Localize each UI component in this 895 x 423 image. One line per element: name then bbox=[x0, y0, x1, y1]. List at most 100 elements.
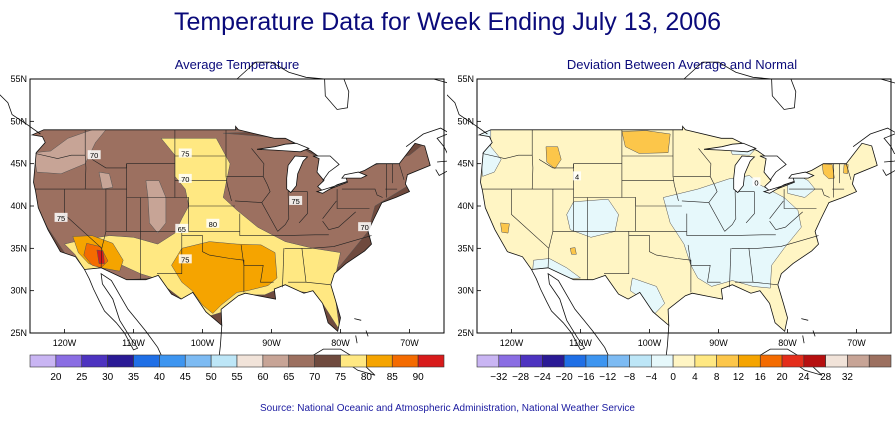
legend-swatch bbox=[133, 354, 160, 368]
island bbox=[355, 335, 358, 344]
legend-swatch bbox=[417, 354, 445, 368]
longitude-tick-label: 90W bbox=[262, 338, 281, 348]
legend-swatch bbox=[55, 354, 83, 368]
latitude-tick-label: 35N bbox=[457, 243, 474, 253]
state-border bbox=[181, 235, 245, 293]
longitude-tick-label: 70W bbox=[847, 338, 866, 348]
legend-tick-label: 45 bbox=[180, 372, 192, 383]
longitude-tick-label: 110W bbox=[569, 338, 592, 348]
state-border bbox=[301, 248, 307, 283]
legend-swatch bbox=[868, 354, 892, 368]
state-border bbox=[35, 153, 86, 159]
coastline bbox=[880, 78, 895, 84]
coastline bbox=[882, 160, 895, 177]
legend-tick-label: 20 bbox=[50, 372, 62, 383]
longitude-tick-label: 120W bbox=[53, 338, 77, 348]
legend-swatch bbox=[29, 354, 57, 368]
legend-swatch bbox=[759, 354, 783, 368]
state-border bbox=[687, 244, 692, 266]
state-border bbox=[91, 159, 175, 169]
state-border bbox=[398, 163, 405, 180]
legend-tick-label: 8 bbox=[714, 372, 720, 383]
legend-swatch bbox=[672, 354, 696, 368]
legend-tick-label: 90 bbox=[413, 372, 425, 383]
contour-label: 4 bbox=[575, 172, 579, 181]
left-map-subtitle: Average Temperature bbox=[174, 57, 300, 72]
legend-swatch bbox=[159, 354, 186, 368]
legend-swatch bbox=[476, 354, 500, 368]
state-border bbox=[788, 188, 830, 198]
contour-label-bg bbox=[178, 148, 192, 158]
great-lake bbox=[286, 155, 309, 194]
right-map-subtitle: Deviation Between Average and Normal bbox=[566, 57, 798, 72]
contour-label: 70 bbox=[181, 175, 189, 184]
contour-label-bg bbox=[87, 150, 101, 160]
contour-label-bg bbox=[752, 177, 761, 187]
latitude-tick-label: 30N bbox=[10, 286, 27, 296]
state-border bbox=[672, 129, 679, 201]
contour-label: 75 bbox=[57, 214, 65, 223]
region-4-8 bbox=[843, 164, 849, 175]
coastline bbox=[531, 269, 612, 363]
state-border bbox=[322, 200, 337, 219]
contour-label-bg bbox=[178, 173, 192, 183]
contour-label: 65 bbox=[178, 225, 186, 234]
state-border bbox=[341, 188, 383, 198]
latitude-tick-label: 45N bbox=[10, 159, 27, 169]
coastline bbox=[405, 127, 447, 154]
contour-label-bg bbox=[175, 223, 189, 233]
region-4-8 bbox=[569, 247, 577, 255]
dev-state-borders bbox=[482, 129, 852, 293]
longitude-tick-label: 120W bbox=[500, 338, 524, 348]
legend-swatch bbox=[651, 354, 674, 368]
state-border bbox=[251, 148, 278, 232]
legend-tick-label: 65 bbox=[283, 372, 295, 383]
dev-coastlines bbox=[447, 61, 895, 376]
legend-swatch bbox=[184, 354, 212, 368]
legend-swatch bbox=[81, 354, 108, 368]
island bbox=[354, 318, 362, 321]
coastline bbox=[0, 94, 41, 135]
legend-swatch bbox=[738, 354, 761, 368]
legend-swatch bbox=[847, 354, 870, 368]
deviation-map: 55N 50N 45N 40N 35N 30N 25N 120W 110W 100W 90W 80W 7… bbox=[447, 61, 895, 383]
state-border bbox=[748, 248, 754, 283]
coastline bbox=[84, 269, 165, 363]
state-border bbox=[845, 163, 852, 180]
state-border bbox=[100, 189, 107, 268]
state-border bbox=[531, 129, 534, 190]
state-border bbox=[628, 235, 692, 293]
state-border bbox=[239, 213, 275, 236]
island bbox=[802, 335, 805, 344]
region-4-8 bbox=[621, 130, 671, 154]
legend-tick-label: −32 bbox=[490, 372, 507, 383]
legend-tick-label: 70 bbox=[309, 372, 321, 383]
legend-swatch bbox=[107, 354, 134, 368]
state-border bbox=[275, 234, 329, 236]
state-border bbox=[769, 211, 803, 231]
state-border bbox=[298, 191, 308, 224]
legend-tick-label: 55 bbox=[231, 372, 243, 383]
legend-swatch bbox=[542, 354, 565, 368]
state-border bbox=[735, 281, 778, 285]
legend-tick-label: 35 bbox=[128, 372, 140, 383]
state-border bbox=[698, 148, 725, 232]
longitude-tick-label: 70W bbox=[400, 338, 419, 348]
legend-tick-label: 12 bbox=[733, 372, 745, 383]
contour-label: 75 bbox=[181, 150, 189, 159]
latitude-tick-label: 25N bbox=[10, 328, 27, 338]
state-border bbox=[282, 248, 285, 288]
great-lake bbox=[256, 142, 310, 153]
state-border bbox=[731, 235, 819, 249]
legend-tick-label: 85 bbox=[387, 372, 399, 383]
great-lake bbox=[341, 171, 368, 179]
coastline bbox=[435, 160, 447, 177]
contour-label: 70 bbox=[360, 223, 368, 232]
legend-swatch bbox=[288, 354, 315, 368]
legend-swatch bbox=[629, 354, 652, 368]
state-border bbox=[225, 129, 232, 201]
legend-swatch bbox=[210, 354, 238, 368]
state-border bbox=[288, 281, 331, 285]
latitude-tick-label: 50N bbox=[10, 116, 27, 126]
region-90-plus bbox=[96, 249, 105, 264]
